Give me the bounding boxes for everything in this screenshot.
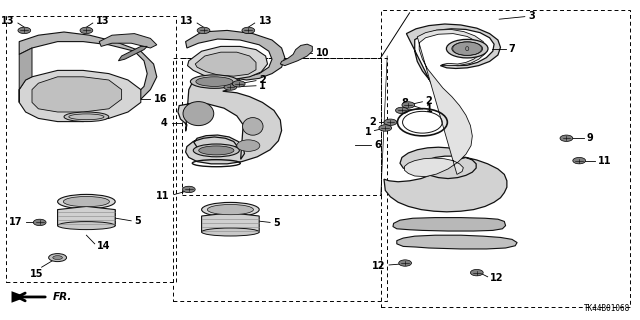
Text: 13: 13	[96, 16, 109, 26]
Text: 10: 10	[316, 48, 329, 58]
Text: 4: 4	[161, 118, 168, 128]
Circle shape	[224, 84, 237, 90]
Text: 12: 12	[372, 260, 385, 271]
Polygon shape	[19, 32, 157, 106]
Polygon shape	[397, 235, 517, 249]
Text: 2: 2	[369, 117, 376, 127]
Text: 11: 11	[156, 191, 170, 201]
Polygon shape	[188, 46, 268, 79]
Ellipse shape	[58, 221, 115, 230]
Circle shape	[18, 27, 31, 34]
Text: 2: 2	[426, 96, 433, 106]
Text: 13: 13	[259, 16, 272, 26]
Ellipse shape	[63, 196, 109, 207]
Circle shape	[232, 81, 245, 87]
Text: FR.: FR.	[53, 292, 72, 302]
Ellipse shape	[191, 75, 239, 88]
Ellipse shape	[202, 228, 259, 236]
Ellipse shape	[183, 101, 214, 125]
Ellipse shape	[452, 42, 483, 55]
Text: 1: 1	[426, 104, 433, 114]
Circle shape	[396, 107, 408, 114]
Ellipse shape	[58, 194, 115, 209]
Ellipse shape	[196, 77, 233, 86]
Polygon shape	[393, 218, 506, 231]
Text: 5: 5	[134, 216, 141, 227]
Text: 14: 14	[97, 241, 111, 251]
Text: 6: 6	[374, 140, 381, 150]
Circle shape	[379, 125, 392, 131]
Ellipse shape	[202, 202, 259, 217]
Text: 5: 5	[273, 218, 280, 228]
Text: 9: 9	[587, 133, 594, 143]
Circle shape	[573, 157, 586, 164]
Circle shape	[80, 27, 93, 34]
Text: 17: 17	[9, 217, 22, 228]
Polygon shape	[32, 77, 122, 112]
Polygon shape	[202, 213, 259, 235]
Polygon shape	[178, 74, 282, 164]
Circle shape	[242, 27, 255, 34]
Polygon shape	[19, 70, 141, 122]
Circle shape	[384, 119, 397, 125]
Text: 13: 13	[1, 16, 14, 26]
Text: TK44B01068: TK44B01068	[584, 304, 630, 313]
Text: 3: 3	[529, 11, 536, 21]
Polygon shape	[118, 46, 147, 61]
Text: 2: 2	[259, 75, 266, 85]
Polygon shape	[19, 48, 32, 102]
Circle shape	[197, 27, 210, 34]
Ellipse shape	[199, 146, 234, 155]
Text: 11: 11	[598, 156, 612, 166]
Polygon shape	[99, 34, 157, 48]
Text: 12: 12	[490, 273, 503, 283]
Text: 1: 1	[259, 81, 266, 92]
Ellipse shape	[243, 117, 263, 135]
Circle shape	[237, 140, 260, 151]
Ellipse shape	[49, 253, 67, 262]
Polygon shape	[280, 44, 312, 66]
Circle shape	[182, 186, 195, 193]
Ellipse shape	[52, 256, 62, 260]
Ellipse shape	[447, 39, 488, 58]
Text: 1: 1	[364, 127, 371, 137]
Ellipse shape	[207, 204, 253, 215]
Circle shape	[560, 135, 573, 141]
Text: 7: 7	[509, 44, 516, 54]
Polygon shape	[186, 30, 285, 80]
Circle shape	[399, 260, 412, 266]
Text: 16: 16	[154, 94, 167, 104]
Polygon shape	[384, 24, 507, 212]
Polygon shape	[195, 52, 256, 76]
Text: 8: 8	[401, 98, 408, 108]
Circle shape	[33, 219, 46, 226]
Polygon shape	[58, 206, 115, 229]
Circle shape	[402, 102, 415, 108]
Polygon shape	[404, 29, 486, 177]
Ellipse shape	[193, 144, 239, 157]
Text: 13: 13	[180, 16, 193, 26]
Circle shape	[470, 269, 483, 276]
Ellipse shape	[64, 112, 109, 122]
Polygon shape	[12, 291, 27, 303]
Text: 15: 15	[30, 269, 44, 279]
